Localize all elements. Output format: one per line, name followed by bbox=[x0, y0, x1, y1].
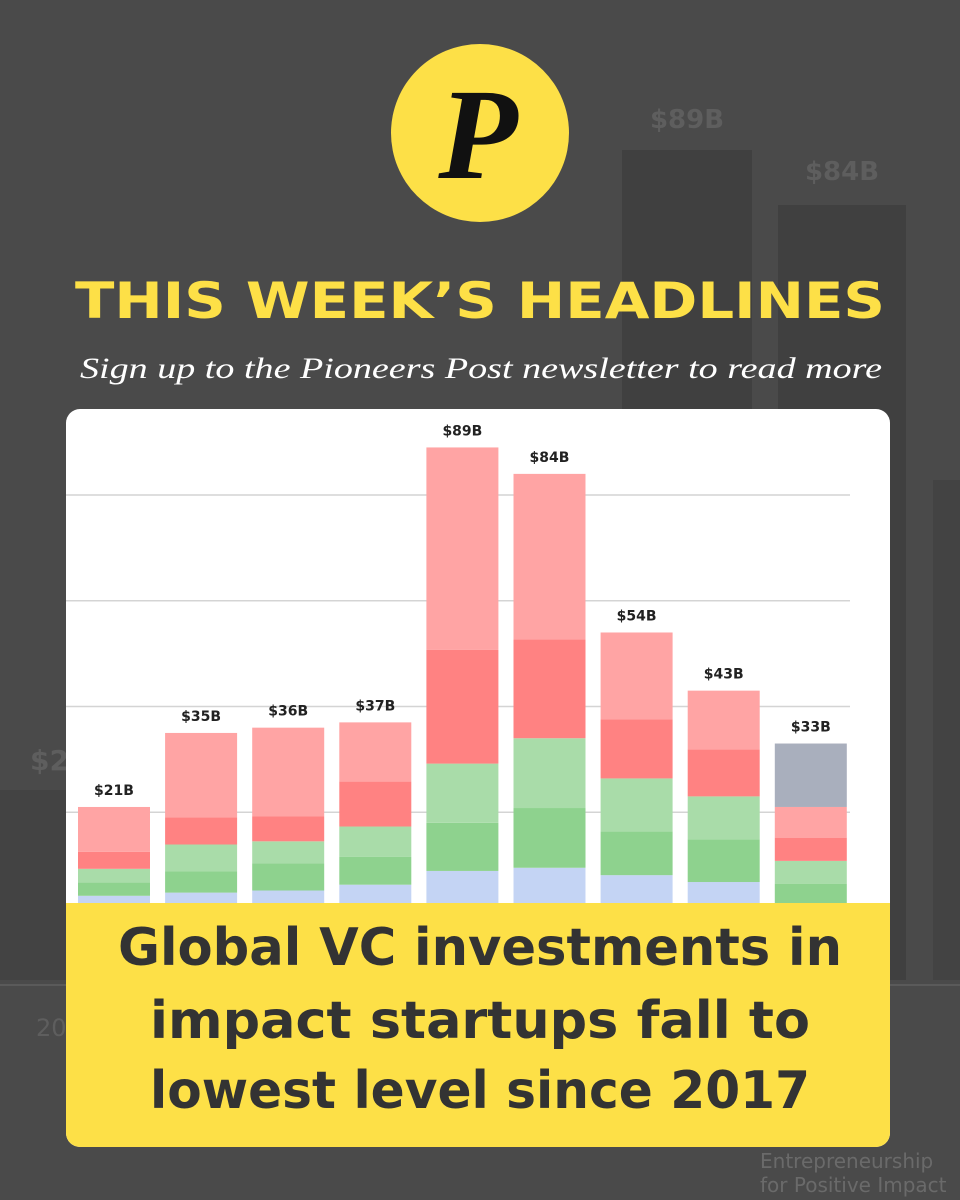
bar-segment bbox=[774, 860, 847, 884]
bar-segment bbox=[774, 806, 847, 838]
caption-box bbox=[66, 903, 890, 1147]
bar-segment bbox=[339, 722, 412, 782]
bar-segment bbox=[600, 778, 673, 832]
bar-segment bbox=[78, 882, 150, 896]
bar-segment bbox=[426, 649, 499, 764]
bar-segment bbox=[339, 781, 412, 827]
caption-line: Global VC investments in bbox=[118, 918, 842, 978]
bar-segment bbox=[687, 796, 760, 840]
subtitle: Sign up to the Pioneers Post newsletter … bbox=[80, 352, 882, 385]
bar-segment bbox=[165, 732, 238, 818]
bar-segment bbox=[165, 817, 238, 845]
logo-letter: P bbox=[437, 63, 519, 207]
caption-line: impact startups fall to bbox=[150, 991, 810, 1051]
bar-segment bbox=[513, 473, 586, 640]
total-label: $89B bbox=[442, 423, 482, 439]
bar-segment bbox=[252, 816, 325, 842]
bar-segment bbox=[426, 822, 499, 871]
bar-segment bbox=[78, 806, 150, 852]
total-label: $35B bbox=[181, 709, 221, 725]
bar-segment bbox=[513, 808, 586, 868]
total-label: $84B bbox=[530, 450, 570, 466]
caption-line: lowest level since 2017 bbox=[150, 1061, 810, 1121]
total-label: $33B bbox=[791, 720, 831, 736]
bar-segment bbox=[600, 719, 673, 779]
total-label: $54B bbox=[617, 608, 657, 624]
logo-circle bbox=[391, 44, 569, 222]
bar-segment bbox=[687, 839, 760, 883]
bar-segment bbox=[252, 863, 325, 891]
bar-segment bbox=[165, 844, 238, 872]
bar-segment bbox=[78, 868, 150, 883]
bg-bar bbox=[0, 790, 66, 980]
bar-segment bbox=[339, 826, 412, 857]
bg-label: $2 bbox=[30, 744, 69, 777]
bar-segment bbox=[600, 831, 673, 876]
headline: THIS WEEK’S HEADLINES bbox=[75, 272, 885, 330]
bar-segment bbox=[687, 690, 760, 750]
bar-segment bbox=[426, 763, 499, 823]
bar-segment bbox=[774, 837, 847, 861]
bar-segment bbox=[774, 883, 847, 906]
total-label: $21B bbox=[94, 783, 134, 799]
bar-segment bbox=[600, 632, 673, 720]
total-label: $37B bbox=[355, 698, 395, 714]
bar-segment bbox=[774, 743, 847, 807]
bar-segment bbox=[426, 447, 499, 650]
bar-segment bbox=[687, 749, 760, 797]
bar-segment bbox=[513, 738, 586, 809]
bar-segment bbox=[513, 639, 586, 739]
bar-segment bbox=[252, 727, 325, 817]
total-label: $36B bbox=[268, 704, 308, 720]
bar-segment bbox=[252, 841, 325, 864]
caption: Global VC investments in impact startups … bbox=[118, 918, 842, 1121]
bg-label: $84B bbox=[805, 157, 879, 187]
bg-credit: Entrepreneurship bbox=[760, 1149, 933, 1173]
bar-segment bbox=[339, 856, 412, 885]
bg-label: $89B bbox=[650, 105, 724, 135]
bg-label: 20 bbox=[36, 1014, 67, 1042]
chart: $21B $35B $36B $37B $89B $84B $54B $43B $33B bbox=[66, 423, 850, 918]
bar-segment bbox=[78, 851, 150, 869]
total-label: $43B bbox=[704, 667, 744, 683]
bg-bar bbox=[933, 480, 960, 980]
bar-segment bbox=[165, 871, 238, 893]
bg-credit: for Positive Impact bbox=[760, 1173, 947, 1197]
